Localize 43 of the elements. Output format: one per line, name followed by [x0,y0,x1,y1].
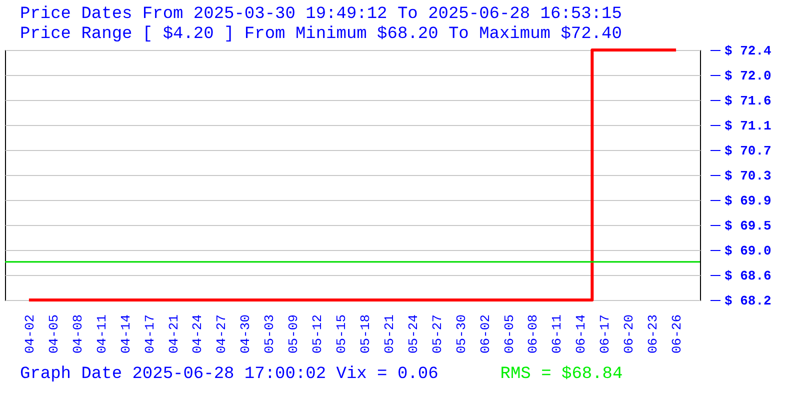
y-tick-label: $ 69.9 [724,194,772,208]
x-tick-label: 06-26 [670,314,685,354]
chart-subtitle: Price Range [ $4.20 ] From Minimum $68.20 To Maximum $72.40 [20,25,622,44]
y-tick-label: $ 69.0 [724,244,772,258]
x-tick-label: 06-23 [646,314,661,354]
x-tick-label: 05-21 [382,314,397,354]
x-tick-label: 04-30 [238,314,254,354]
y-tick-label: $ 70.3 [724,168,772,184]
x-tick-label: 04-17 [142,314,158,354]
x-tick-label: 06-11 [550,314,565,354]
text: RMS = $68.84 [500,365,623,384]
x-tick-label: 04-24 [190,314,206,354]
y-tick-label: $ 69.5 [724,218,772,234]
y-tick-label: $ 70.7 [724,144,772,158]
x-tick-label: 06-08 [526,314,541,354]
x-tick-label: 05-09 [286,314,302,354]
x-tick-label: 06-05 [502,314,517,354]
text: Graph Date 2025-06-28 17:00:02 Vix = 0.06 [20,365,438,384]
x-tick-label: 06-20 [622,314,637,354]
x-tick-label: 04-11 [94,314,110,354]
x-tick-label: 05-18 [358,314,373,354]
x-tick-label: 06-02 [478,314,493,354]
x-tick-label: 05-27 [430,314,445,354]
y-tick-label: $ 68.6 [724,268,772,284]
y-tick-label: $ 71.6 [724,94,772,108]
x-tick-label: 04-02 [22,314,38,354]
x-tick-label: 06-14 [574,314,589,354]
x-tick-label: 05-15 [334,314,350,354]
x-tick-label: 04-27 [214,314,230,354]
x-tick-label: 05-03 [262,314,278,354]
x-tick-label: 05-24 [406,314,421,354]
x-tick-label: 04-21 [166,314,182,354]
x-tick-label: 04-05 [46,314,62,354]
x-tick-label: 05-30 [454,314,469,354]
y-tick-label: $ 71.1 [724,118,772,134]
y-tick-label: $ 72.4 [724,44,772,58]
x-tick-label: 06-17 [598,314,613,354]
x-tick-label: 05-12 [310,314,326,354]
chart-title: Price Dates From 2025-03-30 19:49:12 To 2025-06-28 16:53:15 [20,5,622,24]
x-tick-label: 04-14 [118,314,134,354]
x-tick-label: 04-08 [70,314,86,354]
y-tick-label: $ 72.0 [724,68,772,84]
y-tick-label: $ 68.2 [724,294,772,308]
